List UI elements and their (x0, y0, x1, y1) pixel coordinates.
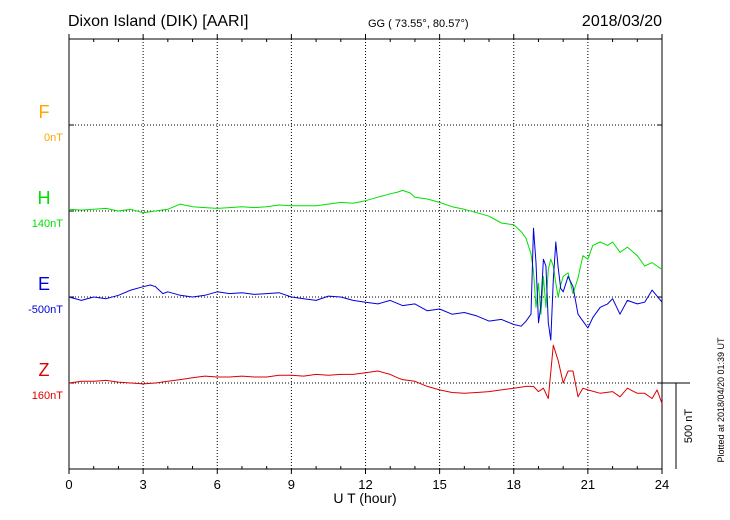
station-title: Dixon Island (DIK) [AARI] (68, 13, 249, 30)
series-baseline-z: 160nT (32, 390, 63, 402)
series-lines (68, 189, 663, 404)
series-baseline-h: 140nT (32, 218, 63, 230)
x-tick-label: 15 (432, 477, 446, 492)
x-tick-label: 21 (581, 477, 595, 492)
x-tick-label: 9 (288, 477, 295, 492)
plot-timestamp-note: Plotted at 2018/04/20 01:39 UT (716, 337, 726, 463)
plot-date: 2018/03/20 (582, 13, 662, 30)
axis-ticks (68, 34, 663, 474)
grid-lines (69, 39, 662, 469)
series-baseline-f: 0nT (44, 132, 63, 144)
series-label-h: H (38, 188, 51, 208)
x-tick-labels: 0 3 6 9 12 15 18 21 24 (65, 477, 669, 492)
x-tick-label: 3 (140, 477, 147, 492)
x-tick-label: 0 (65, 477, 72, 492)
series-line-h (68, 189, 663, 315)
series-line-z (68, 344, 663, 404)
station-coordinates: GG ( 73.55°, 80.57°) (368, 18, 469, 30)
x-tick-label: 18 (507, 477, 521, 492)
series-baseline-e: -500nT (28, 304, 63, 316)
x-tick-label: 12 (358, 477, 372, 492)
series-label-e: E (38, 274, 50, 294)
x-axis-label: U T (hour) (333, 490, 396, 506)
series-label-z: Z (39, 360, 50, 380)
plot-frame (68, 38, 663, 470)
series-line-e (68, 227, 663, 341)
series-label-f: F (39, 102, 50, 122)
series-labels: F 0nT H 140nT E -500nT Z 160nT (28, 102, 63, 402)
x-tick-label: 24 (655, 477, 669, 492)
x-tick-label: 6 (214, 477, 221, 492)
scale-bar-label: 500 nT (683, 409, 695, 444)
